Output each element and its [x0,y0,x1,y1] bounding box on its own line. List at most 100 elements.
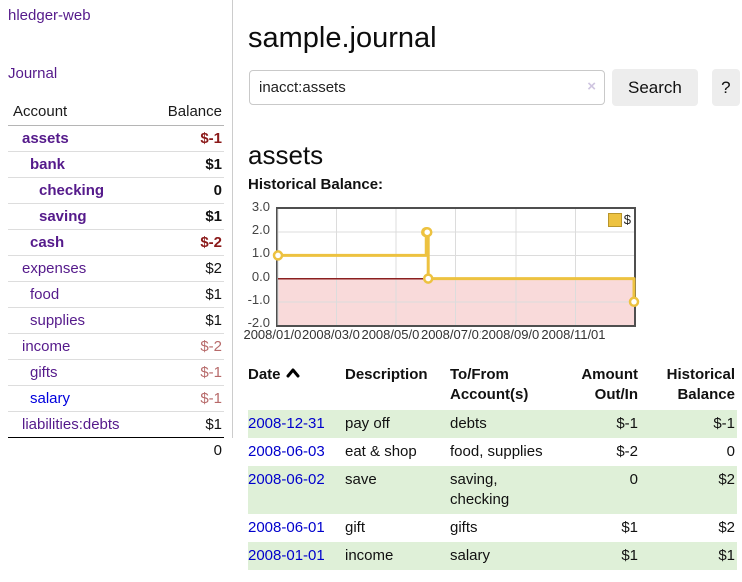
account-balance-assets: $-1 [200,130,222,147]
account-row-salary: salary $-1 [8,385,224,412]
account-link-gifts[interactable]: gifts [30,364,58,381]
clear-search-icon[interactable]: × [587,78,596,95]
register-amount: $-1 [616,415,638,432]
account-balance-expenses: $2 [151,255,224,282]
accounts-total-balance: 0 [151,437,224,463]
register-balance: $1 [718,547,735,564]
chart-y-tick-label: 1.0 [251,245,270,261]
register-date-link[interactable]: 2008-06-02 [248,471,325,488]
register-accounts: gifts [450,519,478,536]
register-description: pay off [345,415,390,432]
register-date-link[interactable]: 2008-01-01 [248,547,325,564]
account-balance-food: $1 [151,281,224,308]
chart-x-tick-label: 2008/01/01 [242,327,310,342]
account-row-bank: bank $1 [8,151,224,178]
chart-y-tick-label: -2.0 [247,315,270,330]
chart-x-tick-label: 2008/03/01 [300,327,369,342]
account-row-food: food $1 [8,281,224,308]
register-row: 2008-06-01 gift gifts $1 $2 [248,514,737,542]
register-balance: $2 [718,471,735,488]
account-row-expenses: expenses $2 [8,255,224,282]
chart-plot: $ [272,207,640,327]
register-description: gift [345,519,366,536]
account-link-cash[interactable]: cash [30,234,65,251]
account-balance-salary: $-1 [151,385,224,412]
chart-y-axis: 3.0 2.0 1.0 0.0 -1.0 -2.0 [234,199,272,330]
account-link-bank[interactable]: bank [30,156,66,173]
register-balance: 0 [726,443,735,460]
account-link-assets[interactable]: assets [22,130,69,147]
account-balance-checking: 0 [151,177,224,204]
accounts-total-spacer [8,437,152,463]
account-balance-bank: $1 [151,151,224,178]
accounts-header-balance: Balance [151,100,224,126]
register-description: income [345,547,394,564]
register-header-balance: Historical Balance [666,366,735,403]
help-button[interactable]: ? [711,69,740,106]
search-box: × [249,70,605,105]
chart-label: Historical Balance: [248,176,384,193]
account-balance-gifts: $-1 [151,359,224,386]
account-link-salary[interactable]: salary [30,390,71,407]
account-row-supplies: supplies $1 [8,307,224,334]
account-link-food[interactable]: food [30,286,60,303]
account-row-assets: assets $-1 [8,126,224,152]
register-header-row: Date Description To/From Account(s) Amou… [248,362,737,410]
brand-link[interactable]: hledger-web [8,7,91,24]
register-header-date[interactable]: Date [248,362,345,410]
search-button[interactable]: Search [612,69,698,106]
register-date-link[interactable]: 2008-06-03 [248,443,325,460]
register-balance: $2 [718,519,735,536]
search-row: × Search ? [249,69,740,106]
sort-ascending-icon [286,368,300,378]
search-input[interactable] [249,70,605,105]
account-link-saving[interactable]: saving [39,208,87,225]
account-link-expenses[interactable]: expenses [22,260,87,277]
account-row-income: income $-2 [8,333,224,360]
register-row: 2008-06-02 save saving, checking 0 $2 [248,466,737,514]
account-balance-saving: $1 [151,203,224,230]
register-row: 2008-06-03 eat & shop food, supplies $-2… [248,438,737,466]
register-description: eat & shop [345,443,417,460]
account-row-saving: saving $1 [8,203,224,230]
account-row-cash: cash $-2 [8,229,224,256]
account-row-gifts: gifts $-1 [8,359,224,386]
chart-x-tick-label: 2008/11/01 [540,327,607,342]
register-accounts: saving, checking [450,471,510,508]
register-accounts: food, supplies [450,443,543,460]
chart-legend: $ [607,212,631,227]
account-balance-supplies: $1 [151,307,224,334]
register-row: 2008-12-31 pay off debts $-1 $-1 [248,410,737,438]
account-balance-cash: $-2 [151,229,224,256]
register-amount: $1 [621,547,638,564]
register-accounts: debts [450,415,487,432]
register-balance: $-1 [713,415,735,432]
chart-canvas [272,209,640,325]
account-link-checking[interactable]: checking [39,182,105,199]
chart-x-axis: 2008/01/01 2008/03/01 2008/05/01 2008/07/01… [242,327,632,343]
register-row: 2008-01-01 income salary $1 $1 [248,542,737,570]
accounts-header-row: Account Balance [8,100,224,126]
register-table: Date Description To/From Account(s) Amou… [248,362,737,570]
legend-label: $ [623,212,631,227]
legend-swatch [607,212,622,227]
accounts-table: Account Balance assets $-1 bank $1 check… [8,100,224,463]
nav-journal-link[interactable]: Journal [8,65,58,82]
register-header-amount: Amount Out/In [581,366,638,403]
chart-y-tick-label: 2.0 [251,222,270,238]
register-header-accounts: To/From Account(s) [450,366,529,403]
chart-y-tick-label: -1.0 [247,291,270,307]
register-date-link[interactable]: 2008-12-31 [248,415,325,432]
account-row-checking: checking 0 [8,177,224,204]
chart-y-tick-label: 0.0 [251,268,270,284]
chart-x-tick-label: 2008/09/01 [480,327,548,342]
register-header-description: Description [345,366,428,383]
account-link-supplies[interactable]: supplies [30,312,86,329]
chart-x-tick-label: 2008/05/01 [360,327,428,342]
account-link-income[interactable]: income [22,338,71,355]
register-date-link[interactable]: 2008-06-01 [248,519,325,536]
register-accounts: salary [450,547,491,564]
account-balance-income: $-2 [151,333,224,360]
register-header-date-label: Date [248,366,281,383]
account-link-liabilities-debts[interactable]: liabilities:debts [22,416,120,433]
